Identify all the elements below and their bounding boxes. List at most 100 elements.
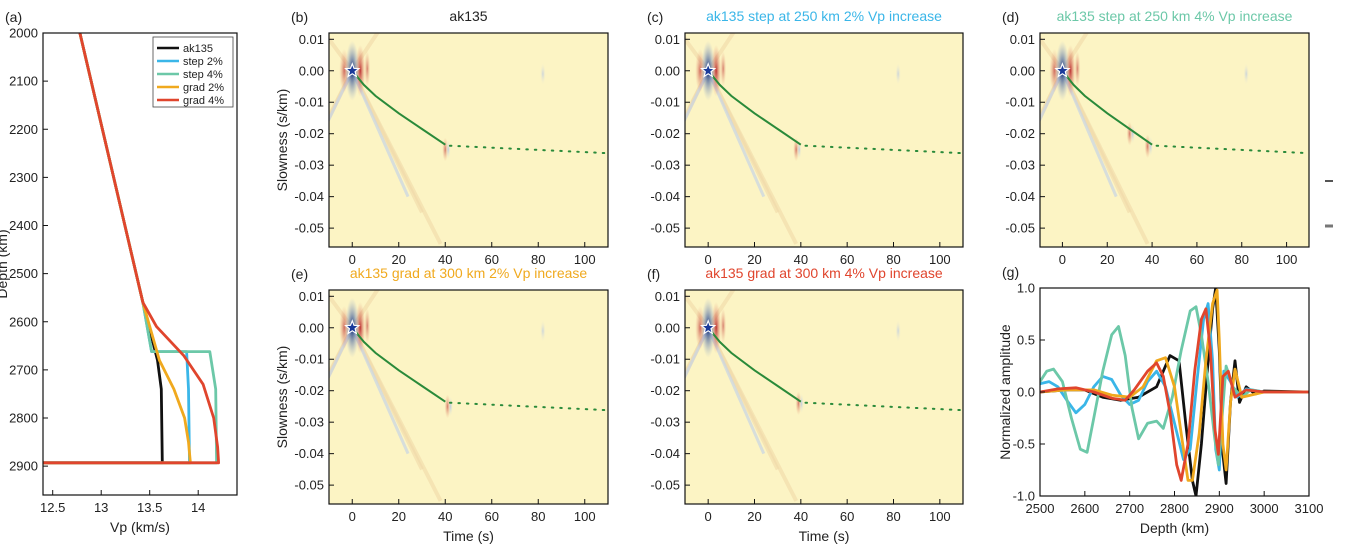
legend-label: ak135 <box>183 43 213 55</box>
y-tick-label: -0.05 <box>294 221 324 236</box>
y-tick-label: -0.04 <box>294 446 324 461</box>
y-tick-label: -1.0 <box>1013 489 1035 504</box>
y-tick-label: -0.03 <box>650 158 680 173</box>
series-line <box>43 33 164 465</box>
x-tick-label: 20 <box>747 252 761 267</box>
prediction-curve <box>1061 70 1153 146</box>
y-tick-label: -0.02 <box>650 383 680 398</box>
y-tick-label: 0.5 <box>1017 333 1035 348</box>
prediction-dotted <box>448 401 608 412</box>
y-tick-label: 2100 <box>9 74 38 89</box>
x-tick-label: 40 <box>438 509 452 524</box>
prediction-dotted <box>448 144 608 155</box>
prediction-dotted <box>804 401 963 412</box>
plot-area <box>1040 288 1309 496</box>
x-tick-label: 13.5 <box>137 500 162 515</box>
x-axis-label: Depth (km) <box>1140 520 1209 536</box>
y-tick-label: -0.01 <box>294 352 324 367</box>
panel-label: (c) <box>647 9 663 25</box>
x-tick-label: 60 <box>485 252 499 267</box>
axes-frame: 0 20 40 60 80 100 0.01 0.00 -0.01 -0.02 -0.03 -0.04… <box>1002 8 1310 267</box>
y-tick-label: -0.02 <box>294 383 324 398</box>
axes-box <box>42 32 238 496</box>
x-tick-label: 100 <box>929 509 951 524</box>
y-tick-label: 2700 <box>9 362 38 377</box>
y-tick-label: -0.04 <box>650 189 680 204</box>
weak-feature <box>895 61 902 86</box>
heatmap-background <box>329 33 608 247</box>
arrival-feature <box>448 395 454 418</box>
y-axis-label: Slowness (s/km) <box>274 346 290 449</box>
y-tick-label: -0.04 <box>650 446 680 461</box>
x-tick-label: 100 <box>929 252 951 267</box>
y-tick-label: 0.00 <box>655 320 680 335</box>
x-tick-label: 2600 <box>1070 501 1099 516</box>
heatmap-panel <box>329 290 608 504</box>
x-tick-label: 0 <box>1059 252 1066 267</box>
axes-frame: 0 20 40 60 80 100 0.01 0.00 -0.01 -0.02 -0.03 -0.04… <box>274 265 609 544</box>
prediction-curve <box>351 327 446 403</box>
x-tick-label: 60 <box>840 252 854 267</box>
source-star-marker <box>1054 62 1071 78</box>
panel-label: (d) <box>1002 9 1019 25</box>
x-tick-label: 80 <box>531 509 545 524</box>
y-tick-label: 0.0 <box>1017 385 1035 400</box>
y-tick-label: 0.00 <box>299 320 324 335</box>
y-tick-label: 0.00 <box>1010 63 1035 78</box>
prediction-curve <box>351 70 446 146</box>
series-line <box>1040 307 1309 482</box>
heatmap-background <box>685 290 963 504</box>
series-line <box>43 33 192 465</box>
x-tick-label: 40 <box>1145 252 1159 267</box>
source-star-marker <box>344 319 361 335</box>
x-tick-label: 20 <box>392 509 406 524</box>
x-tick-label: 100 <box>1276 252 1298 267</box>
y-tick-label: -0.02 <box>650 126 680 141</box>
arrival-feature <box>1130 122 1136 145</box>
y-tick-label: -0.03 <box>294 415 324 430</box>
energy-streak <box>1040 70 1064 123</box>
y-tick-label: -0.02 <box>294 126 324 141</box>
legend-label: grad 4% <box>183 95 224 107</box>
y-tick-label: -0.05 <box>650 221 680 236</box>
energy-streak <box>685 70 710 123</box>
heatmap-image <box>1040 33 1309 247</box>
prediction-dotted <box>804 144 963 155</box>
line-panel <box>1040 288 1309 496</box>
axes-box <box>328 289 609 505</box>
y-tick-label: 0.01 <box>299 32 324 47</box>
y-tick-label: 0.01 <box>655 32 680 47</box>
x-tick-label: 40 <box>438 252 452 267</box>
heatmap-panel <box>1040 33 1309 247</box>
axes-frame: 2500 2600 2700 2800 2900 3000 3100 1.0 0.5 0.0 -0.… <box>997 264 1323 536</box>
x-tick-label: 100 <box>574 252 596 267</box>
x-tick-label: 20 <box>392 252 406 267</box>
weak-feature <box>539 61 546 86</box>
x-tick-label: 3000 <box>1250 501 1279 516</box>
heatmap-background <box>1040 33 1309 247</box>
x-tick-label: 40 <box>794 509 808 524</box>
axes-box <box>684 32 964 248</box>
panel-title: ak135 <box>449 8 487 24</box>
panel-title: ak135 grad at 300 km 2% Vp increase <box>350 265 588 281</box>
y-tick-label: 2800 <box>9 411 38 426</box>
panel-label: (b) <box>291 9 308 25</box>
y-tick-label: -0.01 <box>294 95 324 110</box>
red-side-lobe <box>720 50 727 87</box>
panel-label: (f) <box>647 266 660 282</box>
x-axis-label: Vp (km/s) <box>110 519 170 535</box>
heatmap-image <box>685 290 963 504</box>
x-tick-label: 60 <box>485 509 499 524</box>
y-tick-label: 2600 <box>9 314 38 329</box>
y-tick-label: 0.01 <box>299 289 324 304</box>
energy-streak <box>329 327 354 380</box>
x-tick-label: 2700 <box>1115 501 1144 516</box>
x-tick-label: 80 <box>1235 252 1249 267</box>
arrival-feature <box>445 138 451 161</box>
panel-title: ak135 step at 250 km 2% Vp increase <box>706 8 942 24</box>
y-tick-label: -0.04 <box>294 189 324 204</box>
y-tick-label: 2200 <box>9 122 38 137</box>
y-tick-label: -0.02 <box>1005 126 1035 141</box>
y-tick-label: -0.03 <box>294 158 324 173</box>
